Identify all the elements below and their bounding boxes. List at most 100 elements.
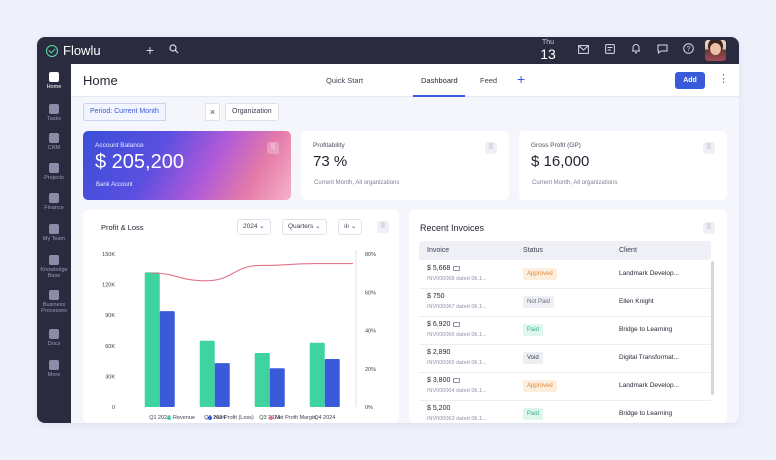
x-tick-label: Q4 2024 — [314, 415, 335, 421]
sidebar-item-more[interactable]: More — [37, 360, 71, 378]
bar-revenue — [309, 342, 325, 407]
tasks-icon — [49, 104, 59, 114]
invoice-client[interactable]: Landmark Develop... — [619, 270, 679, 277]
sidebar-item-my-team[interactable]: My Team — [37, 224, 71, 242]
sidebar-item-label: Home — [46, 84, 62, 90]
chart-type-select[interactable]: ılı ⌄ — [338, 219, 363, 235]
table-row[interactable]: $ 5,668 INV000068 dated 06.1... Approved La… — [419, 261, 711, 289]
table-row[interactable]: $ 6,920 INV000066 dated 06.1... Paid Bridge… — [419, 317, 711, 345]
invoices-scrollbar[interactable] — [711, 261, 714, 395]
invoice-amount: $ 6,920 — [427, 321, 461, 328]
notes-icon[interactable] — [603, 43, 617, 57]
bar-net-profit — [324, 359, 340, 407]
invoices-table-header: Invoice Status Client — [419, 241, 711, 260]
invoice-client[interactable]: Bridge to Learning — [619, 410, 673, 417]
invoice-meta: INV000063 dated 06.1... — [427, 416, 487, 422]
account-balance-card[interactable]: Account Balance $ 205,200 Bank Account ⠿ — [83, 131, 291, 200]
tab-dashboard[interactable]: Dashboard — [421, 76, 458, 85]
drag-handle-icon[interactable]: ⠿ — [703, 142, 715, 154]
y-right-tick-label: 20% — [365, 367, 376, 373]
crm-icon — [49, 133, 59, 143]
tab-feed[interactable]: Feed — [480, 76, 498, 85]
sidebar-item-finance[interactable]: Finance — [37, 193, 71, 211]
status-badge: Paid — [523, 408, 544, 420]
invoices-title: Recent Invoices — [420, 223, 485, 233]
gross-profit-card[interactable]: Gross Profit (GP) $ 16,000 Current Month… — [519, 131, 727, 200]
sidebar-item-label: Tasks — [46, 116, 62, 122]
drag-handle-icon[interactable]: ⠿ — [377, 221, 389, 233]
sidebar-item-label: More — [47, 372, 61, 378]
drag-handle-icon[interactable]: ⠿ — [703, 222, 715, 234]
table-row[interactable]: $ 750 INV000067 dated 06.1... Not Paid Elle… — [419, 289, 711, 317]
table-row[interactable]: $ 2,890 INV000065 dated 06.1... Void Digita… — [419, 345, 711, 373]
app-logo[interactable]: Flowlu — [46, 43, 101, 58]
status-badge: Approved — [523, 380, 557, 392]
legend-revenue: Revenue — [167, 415, 195, 421]
add-button[interactable]: Add — [675, 72, 705, 89]
calendar-date[interactable]: Thu 13 — [537, 39, 559, 62]
sidebar-item-knowledge-base[interactable]: Knowledge Base — [37, 255, 71, 279]
legend-swatch — [208, 415, 212, 420]
chart-title: Profit & Loss — [101, 223, 144, 232]
sidebar-item-business-processes[interactable]: Business Processes — [37, 290, 71, 314]
column-header-invoice[interactable]: Invoice — [427, 247, 450, 254]
invoice-amount: $ 3,800 — [427, 377, 461, 384]
clear-period-icon[interactable]: × — [205, 103, 220, 121]
x-tick-label: Q2 2024 — [204, 415, 225, 421]
status-badge: Paid — [523, 324, 544, 336]
drag-handle-icon[interactable]: ⠿ — [267, 142, 279, 154]
sidebar-item-crm[interactable]: CRM — [37, 133, 71, 151]
status-badge: Void — [523, 352, 543, 364]
chevron-down-icon: ⌄ — [315, 223, 321, 230]
invoice-client[interactable]: Digital Transformat... — [619, 354, 679, 361]
search-icon[interactable] — [167, 43, 181, 57]
legend-net-profit-margin: Net Profit Margin — [269, 415, 316, 421]
sidebar-item-home[interactable]: Home — [37, 72, 71, 90]
filter-bar: Period: Current Month × Organization ••• — [71, 97, 739, 123]
period-filter[interactable]: Period: Current Month — [83, 103, 166, 121]
bar-net-profit — [214, 363, 230, 407]
kpi-value: $ 16,000 — [531, 153, 590, 170]
column-header-client[interactable]: Client — [619, 247, 637, 254]
column-header-status[interactable]: Status — [523, 247, 543, 254]
legend-net-profit: Net Profit (Loss) — [208, 415, 254, 421]
help-icon[interactable]: ? — [681, 43, 695, 57]
legend-swatch — [167, 415, 171, 420]
sidebar-item-projects[interactable]: Projects — [37, 163, 71, 181]
chevron-down-icon: ⌄ — [259, 223, 265, 230]
profitability-card[interactable]: Profitability 73 % Current Month, All or… — [301, 131, 509, 200]
user-avatar[interactable] — [705, 40, 726, 61]
drag-handle-icon[interactable]: ⠿ — [485, 142, 497, 154]
app-name: Flowlu — [63, 43, 101, 58]
status-badge: Approved — [523, 268, 557, 280]
recent-invoices-card: Recent Invoices ⠿ Invoice Status Client … — [409, 210, 727, 423]
period-select[interactable]: Quarters ⌄ — [282, 219, 327, 235]
add-tab-icon[interactable]: + — [517, 71, 526, 87]
y-left-tick-label: 120K — [102, 283, 115, 289]
profit-loss-chart: 150K 120K 90K 60K 30K 0 80% 60% 40% 20% 0% Q1 2024 Q… — [102, 250, 376, 421]
sidebar-item-tasks[interactable]: Tasks — [37, 104, 71, 122]
kpi-label: Account Balance — [95, 142, 144, 149]
chat-icon[interactable] — [655, 43, 669, 57]
bar-net-profit — [159, 311, 175, 407]
mail-icon[interactable] — [576, 43, 590, 57]
invoice-meta: INV000068 dated 06.1... — [427, 276, 487, 282]
y-left-tick-label: 0 — [112, 405, 115, 411]
organization-filter[interactable]: Organization — [225, 103, 279, 121]
invoice-client[interactable]: Landmark Develop... — [619, 382, 679, 389]
tab-quick-start[interactable]: Quick Start — [326, 76, 364, 85]
table-row[interactable]: $ 5,200 INV000063 dated 06.1... Paid Bridge… — [419, 401, 711, 423]
sidebar-item-docs[interactable]: Docs — [37, 329, 71, 347]
bell-icon[interactable] — [629, 43, 643, 57]
knowledge-base-icon — [49, 255, 59, 265]
invoice-amount-text: $ 2,890 — [427, 349, 451, 356]
y-left-tick-label: 30K — [105, 374, 115, 380]
plus-icon[interactable]: + — [145, 42, 155, 58]
y-left-tick-label: 60K — [105, 344, 115, 350]
table-row[interactable]: $ 3,800 INV000064 dated 06.1... Approved La… — [419, 373, 711, 401]
invoice-client[interactable]: Bridge to Learning — [619, 326, 673, 333]
page-title: Home — [83, 73, 118, 88]
header-more-icon[interactable]: ⋮ — [718, 73, 729, 85]
invoice-client[interactable]: Ellen Knight — [619, 298, 654, 305]
year-select[interactable]: 2024 ⌄ — [237, 219, 271, 235]
